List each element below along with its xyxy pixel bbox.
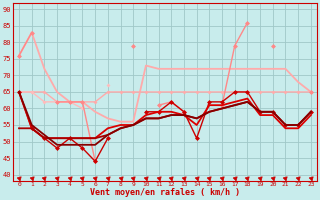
X-axis label: Vent moyen/en rafales ( km/h ): Vent moyen/en rafales ( km/h ) xyxy=(90,188,240,197)
